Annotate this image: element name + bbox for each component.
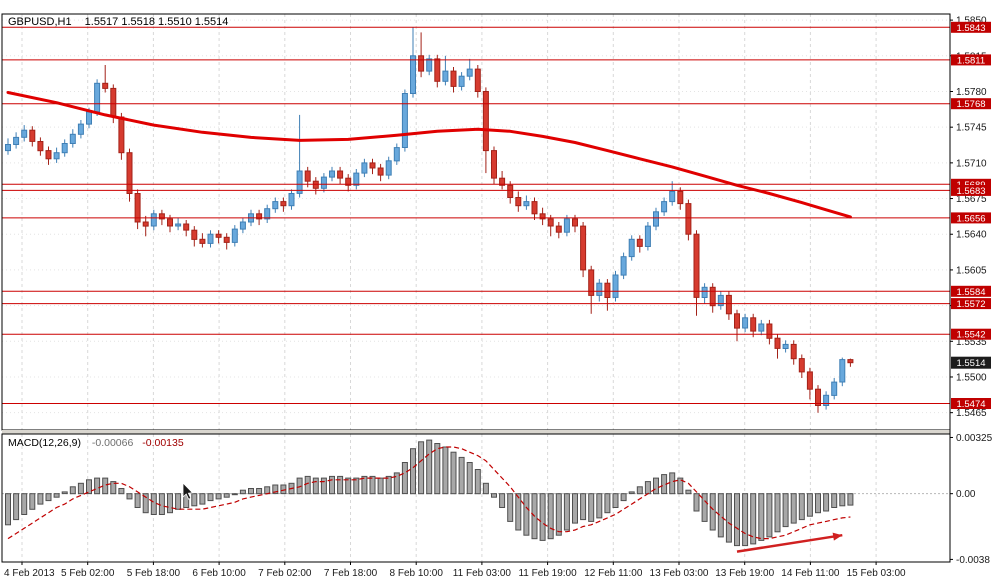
time-tick-label: 11 Feb 19:00 bbox=[518, 568, 577, 579]
grid-layer bbox=[2, 14, 950, 562]
time-tick-label: 12 Feb 11:00 bbox=[584, 568, 643, 579]
trend-arrow[interactable] bbox=[736, 532, 843, 553]
price-tick-label: 1.5675 bbox=[956, 194, 987, 205]
time-tick-label: 5 Feb 18:00 bbox=[127, 568, 181, 579]
macd-signal-value: -0.00135 bbox=[142, 437, 184, 449]
level-badge-label: 1.5656 bbox=[956, 213, 985, 224]
macd-tick-label: 0.00325 bbox=[956, 433, 992, 444]
current-price-label: 1.5514 bbox=[956, 358, 985, 369]
time-tick-label: 8 Feb 10:00 bbox=[390, 568, 444, 579]
price-tick-label: 1.5640 bbox=[956, 230, 987, 241]
price-tick-label: 1.5535 bbox=[956, 337, 987, 348]
chart-symbol-header: GBPUSD,H1 1.5517 1.5518 1.5510 1.5514 bbox=[8, 16, 228, 28]
support-resistance-lines[interactable] bbox=[2, 26, 950, 404]
level-badge-label: 1.5811 bbox=[957, 55, 985, 66]
time-tick-label: 15 Feb 03:00 bbox=[847, 568, 906, 579]
price-tick-label: 1.5780 bbox=[956, 87, 987, 98]
ohlc-quote-values: 1.5517 1.5518 1.5510 1.5514 bbox=[84, 16, 229, 28]
moving-average-line[interactable] bbox=[6, 91, 852, 219]
macd-histogram bbox=[5, 439, 854, 547]
panel-splitter[interactable] bbox=[2, 430, 950, 434]
time-tick-label: 6 Feb 10:00 bbox=[192, 568, 246, 579]
time-tick-label: 13 Feb 03:00 bbox=[650, 568, 709, 579]
macd-tick-label: 0.00 bbox=[956, 489, 976, 500]
time-tick-label: 14 Feb 11:00 bbox=[781, 568, 840, 579]
level-badge-label: 1.5542 bbox=[956, 330, 985, 341]
price-level-badges: 1.58431.58111.57681.56891.56831.56561.55… bbox=[951, 21, 991, 410]
price-tick-label: 1.5465 bbox=[956, 408, 987, 419]
candles-layer bbox=[5, 27, 854, 413]
time-tick-label: 11 Feb 03:00 bbox=[453, 568, 512, 579]
time-tick-label: 13 Feb 19:00 bbox=[715, 568, 774, 579]
level-badge-label: 1.5572 bbox=[956, 299, 985, 310]
macd-main-value: -0.00066 bbox=[91, 437, 134, 449]
price-tick-label: 1.5710 bbox=[956, 158, 987, 169]
price-tick-label: 1.5500 bbox=[956, 373, 987, 384]
level-badge-label: 1.5474 bbox=[956, 399, 985, 410]
time-tick-label: 7 Feb 02:00 bbox=[258, 568, 312, 579]
level-badge-label: 1.5683 bbox=[956, 186, 985, 197]
price-tick-label: 1.5745 bbox=[956, 123, 987, 134]
time-tick-label: 7 Feb 18:00 bbox=[324, 568, 378, 579]
mouse-cursor bbox=[182, 482, 194, 500]
current-price-badge bbox=[951, 356, 991, 369]
time-axis[interactable]: 4 Feb 2013 5 Feb 02:00 5 Feb 18:00 6 Feb 10… bbox=[4, 562, 906, 579]
level-badge-label: 1.5843 bbox=[956, 23, 985, 34]
macd-tick-label: -0.0038 bbox=[956, 555, 990, 566]
price-tick-label: 1.5850 bbox=[956, 16, 987, 27]
time-tick-label: 5 Feb 02:00 bbox=[61, 568, 115, 579]
macd-indicator-header: MACD(12,26,9) -0.00066 -0.00135 bbox=[8, 437, 184, 449]
price-tick-label: 1.5605 bbox=[956, 265, 987, 276]
time-tick-label: 4 Feb 2013 bbox=[4, 568, 55, 579]
level-badge-label: 1.5584 bbox=[956, 287, 985, 298]
symbol-timeframe-label: GBPUSD,H1 bbox=[8, 16, 72, 28]
level-badge-label: 1.5768 bbox=[956, 99, 985, 110]
macd-indicator-label: MACD(12,26,9) bbox=[8, 437, 81, 449]
